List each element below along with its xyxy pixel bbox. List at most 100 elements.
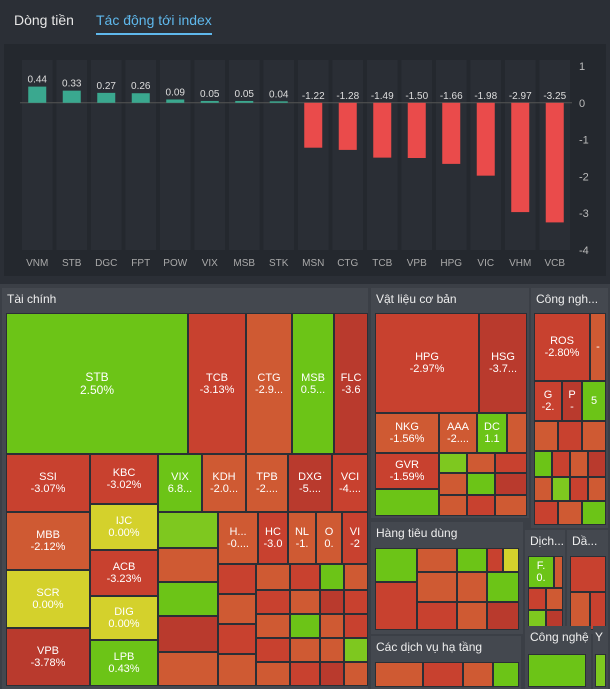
sector-tech[interactable]: Công nghệ <box>525 626 591 689</box>
tile-mbb[interactable]: MBB -2.12% <box>6 512 90 570</box>
tile-kbc[interactable]: KBC -3.02% <box>90 454 158 504</box>
tile-con-1[interactable] <box>375 548 417 582</box>
tile-tpb[interactable]: TPB -2.... <box>246 454 288 512</box>
tile-kdh[interactable]: KDH -2.0... <box>202 454 246 512</box>
tile-en-1[interactable] <box>570 556 606 592</box>
tile-ijc[interactable]: IJC 0.00% <box>90 504 158 550</box>
tile-small-6[interactable] <box>218 594 256 624</box>
tab-cash-flow[interactable]: Dòng tiền <box>14 12 74 28</box>
tile-small-24[interactable] <box>344 638 368 662</box>
tile-con-7[interactable] <box>417 572 457 602</box>
tile-small-19[interactable] <box>320 614 344 638</box>
tile-con-4[interactable] <box>487 548 503 572</box>
tile-mat-s5[interactable] <box>439 473 467 495</box>
tile-ind-s2[interactable] <box>558 421 582 451</box>
tile-ind-s8[interactable] <box>534 477 552 501</box>
tile-finance-misc[interactable] <box>158 512 218 548</box>
tile-vci[interactable]: VCI -4.... <box>332 454 368 512</box>
tile-ros[interactable]: ROS -2.80% <box>534 313 590 381</box>
tile-small-9[interactable] <box>256 564 290 590</box>
tile-small-26[interactable] <box>290 662 320 686</box>
tile-ctg[interactable]: CTG -2.9... <box>246 313 292 454</box>
tile-ind-s14[interactable] <box>582 501 606 525</box>
tile-hc[interactable]: HC -3.0 <box>258 512 288 564</box>
sector-services[interactable]: Dịch... F. 0. <box>525 530 565 634</box>
tile-ssi[interactable]: SSI -3.07% <box>6 454 90 512</box>
tile-tcb[interactable]: TCB -3.13% <box>188 313 246 454</box>
tile-con-11[interactable] <box>457 602 487 630</box>
sector-finance[interactable]: Tài chính STB 2.50% TCB -3.13% CTG -2.9... … <box>2 288 368 689</box>
tile-con-9[interactable] <box>487 572 519 602</box>
tile-inf-2[interactable] <box>423 662 463 687</box>
tile-small-14[interactable] <box>290 590 320 614</box>
tile-mat-s1[interactable] <box>375 489 439 516</box>
tile-small-22[interactable] <box>290 638 320 662</box>
sector-infra[interactable]: Các dịch vụ hạ tầng <box>371 636 521 689</box>
tile-small-15[interactable] <box>320 590 344 614</box>
tile-vi[interactable]: VI -2 <box>342 512 368 564</box>
sector-materials[interactable]: Vật liệu cơ bản HPG -2.97% HSG -3.7... NKG… <box>371 288 529 518</box>
tile-stb[interactable]: STB 2.50% <box>6 313 188 454</box>
tile-health-1[interactable] <box>595 654 606 687</box>
tile-scr[interactable]: SCR 0.00% <box>6 570 90 628</box>
tile-srv-1[interactable] <box>554 556 563 588</box>
tile-mat-s7[interactable] <box>495 473 527 495</box>
tile-small-27[interactable] <box>320 662 344 686</box>
tile-small-17[interactable] <box>256 614 290 638</box>
tile-h[interactable]: H... -0.... <box>218 512 258 564</box>
tile-en-2[interactable] <box>570 592 590 630</box>
tile-g[interactable]: G -2. <box>534 381 562 421</box>
tile-small-13[interactable] <box>256 590 290 614</box>
tile-small-8[interactable] <box>218 654 256 686</box>
tile-con-2[interactable] <box>417 548 457 572</box>
tile-aaa[interactable]: AAA -2.... <box>439 413 477 453</box>
tile-con-10[interactable] <box>417 602 457 630</box>
tile-mat-s9[interactable] <box>467 495 495 516</box>
tile-small-18[interactable] <box>290 614 320 638</box>
tile-con-3[interactable] <box>457 548 487 572</box>
tile-mat-s8[interactable] <box>439 495 467 516</box>
sector-energy[interactable]: Dầ... <box>567 530 608 634</box>
tile-materials-misc[interactable] <box>507 413 527 453</box>
tile-small-28[interactable] <box>344 662 368 686</box>
tile-inf-3[interactable] <box>463 662 493 687</box>
tile-small-20[interactable] <box>344 614 368 638</box>
tile-con-8[interactable] <box>457 572 487 602</box>
tile-ind-s5[interactable] <box>552 451 570 477</box>
tile-hpg[interactable]: HPG -2.97% <box>375 313 479 413</box>
tile-inf-1[interactable] <box>375 662 423 687</box>
tile-5[interactable]: 5 <box>582 381 606 421</box>
tile-con-6[interactable] <box>375 582 417 630</box>
tile-flc[interactable]: FLC -3.6 <box>334 313 368 454</box>
tile-dxg[interactable]: DXG -5.... <box>288 454 332 512</box>
tile-ind-s13[interactable] <box>558 501 582 525</box>
tile-small-23[interactable] <box>320 638 344 662</box>
tile-ind-misc[interactable]: - <box>590 313 606 381</box>
tile-ind-s1[interactable] <box>534 421 558 451</box>
tile-ind-s4[interactable] <box>534 451 552 477</box>
tile-mat-s6[interactable] <box>467 473 495 495</box>
tile-small-7[interactable] <box>218 624 256 654</box>
tile-con-5[interactable] <box>503 548 519 572</box>
tile-con-12[interactable] <box>487 602 519 630</box>
tile-p[interactable]: P- <box>562 381 582 421</box>
tile-small-12[interactable] <box>344 564 368 590</box>
tile-small-11[interactable] <box>320 564 344 590</box>
tile-ind-s3[interactable] <box>582 421 606 451</box>
tile-srv-2[interactable] <box>528 588 546 610</box>
tile-lpb[interactable]: LPB 0.43% <box>90 640 158 686</box>
tile-small-3[interactable] <box>158 616 218 652</box>
tile-en-3[interactable] <box>590 592 606 630</box>
tile-f[interactable]: F. 0. <box>528 556 554 588</box>
tile-mat-s4[interactable] <box>495 453 527 473</box>
tile-dig[interactable]: DIG 0.00% <box>90 596 158 640</box>
tile-small-5[interactable] <box>218 564 256 594</box>
tile-ind-s11[interactable] <box>588 477 606 501</box>
tile-hsg[interactable]: HSG -3.7... <box>479 313 527 413</box>
tile-vix[interactable]: VIX 6.8... <box>158 454 202 512</box>
tile-small-2[interactable] <box>158 582 218 616</box>
tile-mat-s3[interactable] <box>467 453 495 473</box>
tile-srv-3[interactable] <box>546 588 563 610</box>
tile-acb[interactable]: ACB -3.23% <box>90 550 158 596</box>
tile-small-25[interactable] <box>256 662 290 686</box>
